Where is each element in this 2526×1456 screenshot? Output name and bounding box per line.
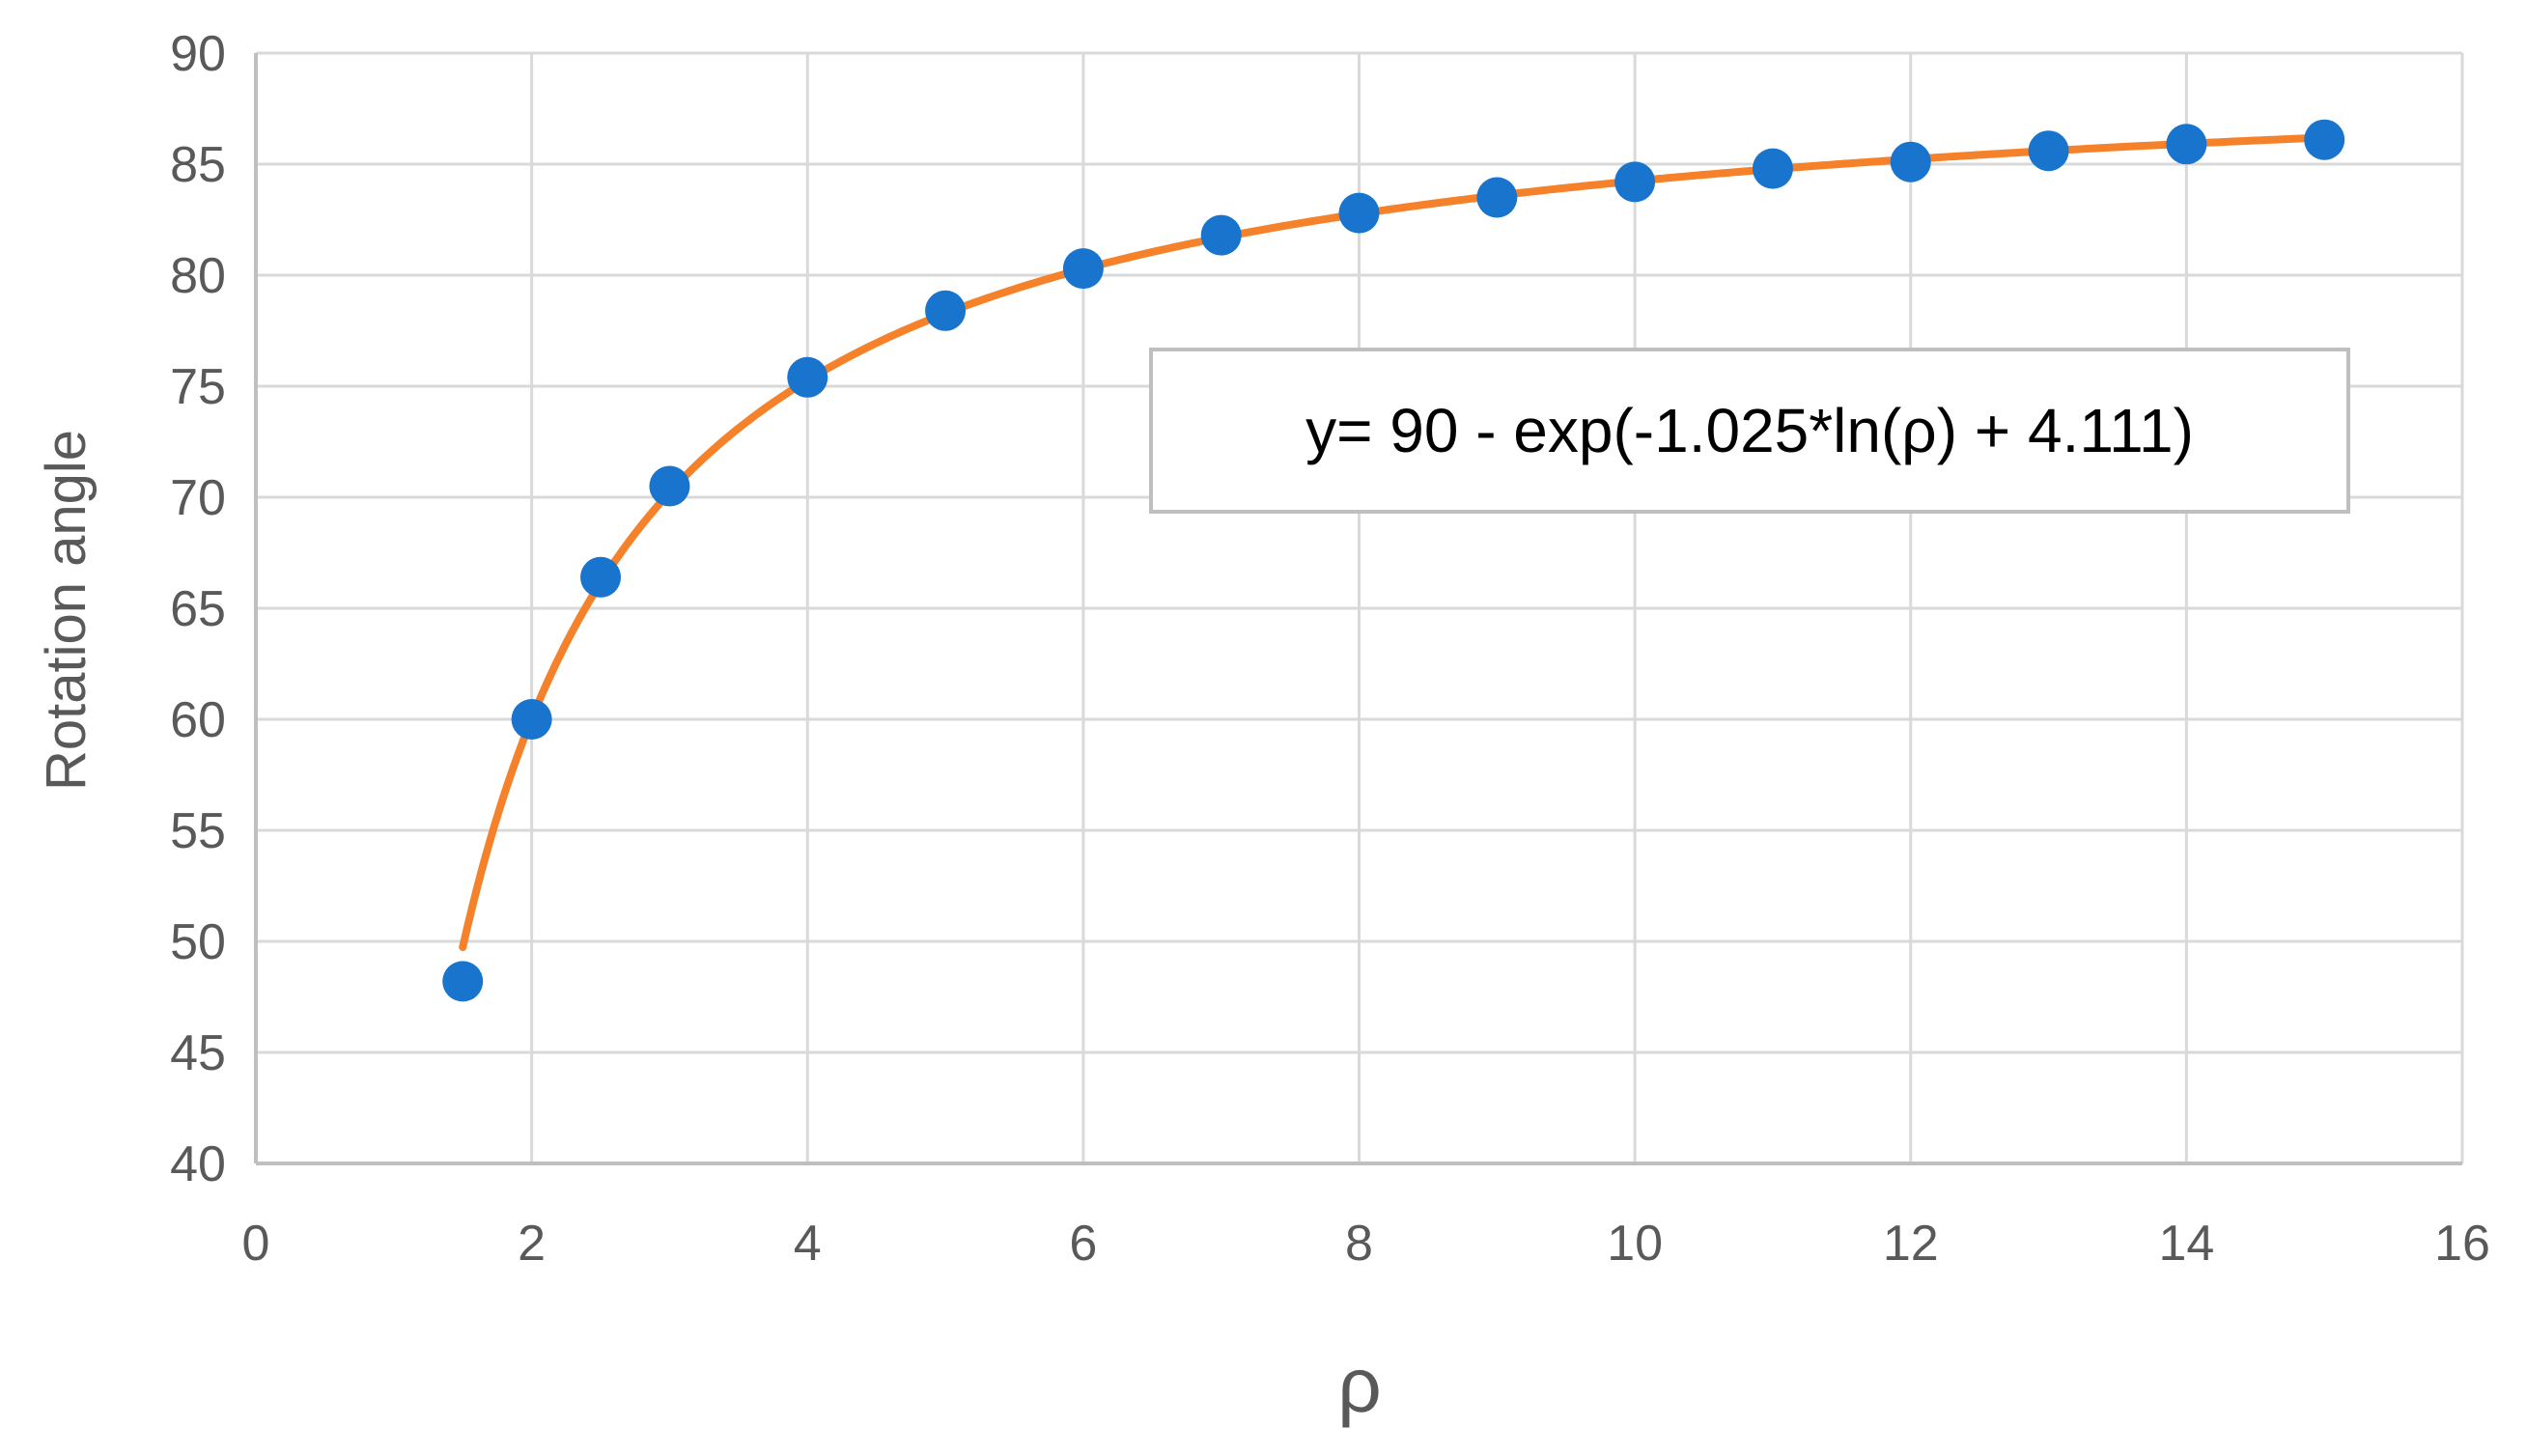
equation-box xyxy=(1149,348,2350,514)
y-tick-label: 55 xyxy=(170,803,226,859)
x-tick-label: 12 xyxy=(1883,1216,1939,1272)
data-point xyxy=(580,556,622,598)
data-points xyxy=(442,119,2345,1002)
x-tick-label: 6 xyxy=(1069,1216,1097,1272)
y-tick-label: 40 xyxy=(170,1136,226,1192)
y-tick-label: 70 xyxy=(170,470,226,526)
fit-curve-layer xyxy=(459,133,2329,952)
x-tick-label: 14 xyxy=(2158,1216,2214,1272)
axes xyxy=(254,53,2462,1165)
data-point xyxy=(787,356,828,398)
y-tick-label: 85 xyxy=(170,137,226,193)
data-point xyxy=(1062,248,1104,290)
x-axis-title: ρ xyxy=(1337,1342,1382,1428)
data-point xyxy=(1752,148,1793,189)
data-point xyxy=(1614,161,1656,203)
data-point xyxy=(442,961,484,1002)
x-tick-label: 16 xyxy=(2434,1216,2490,1272)
x-tick-label: 0 xyxy=(242,1216,270,1272)
y-tick-label: 50 xyxy=(170,914,226,970)
data-point xyxy=(1890,141,1931,182)
y-axis-title: Rotation angle xyxy=(35,430,98,791)
x-tick-label: 2 xyxy=(518,1216,546,1272)
data-point xyxy=(925,290,967,331)
data-point xyxy=(2166,124,2207,165)
x-tick-label: 8 xyxy=(1345,1216,1373,1272)
data-point xyxy=(1338,192,1380,234)
fit-curve xyxy=(459,133,2329,952)
data-point xyxy=(2304,119,2345,160)
y-tick-label: 90 xyxy=(170,26,226,82)
data-point xyxy=(1476,177,1518,218)
data-point xyxy=(649,465,690,507)
y-tick-label: 45 xyxy=(170,1025,226,1081)
y-tick-label: 80 xyxy=(170,248,226,304)
data-point xyxy=(1200,214,1242,256)
tick-labels: 40 45 50 55 60 65 70 75 80 85 90 0 2 4 6 8 10 12 14 16 xyxy=(170,26,2490,1272)
equation-annotation: y= 90 - exp(-1.025*ln(ρ) + 4.111) xyxy=(1149,348,2350,514)
x-tick-label: 10 xyxy=(1607,1216,1663,1272)
data-point xyxy=(2028,130,2069,172)
equation-text: y= 90 - exp(-1.025*ln(ρ) + 4.111) xyxy=(1305,396,2194,465)
data-point xyxy=(511,699,552,740)
y-tick-label: 65 xyxy=(170,581,226,637)
y-tick-label: 75 xyxy=(170,359,226,415)
y-tick-label: 60 xyxy=(170,692,226,748)
x-tick-label: 4 xyxy=(794,1216,822,1272)
